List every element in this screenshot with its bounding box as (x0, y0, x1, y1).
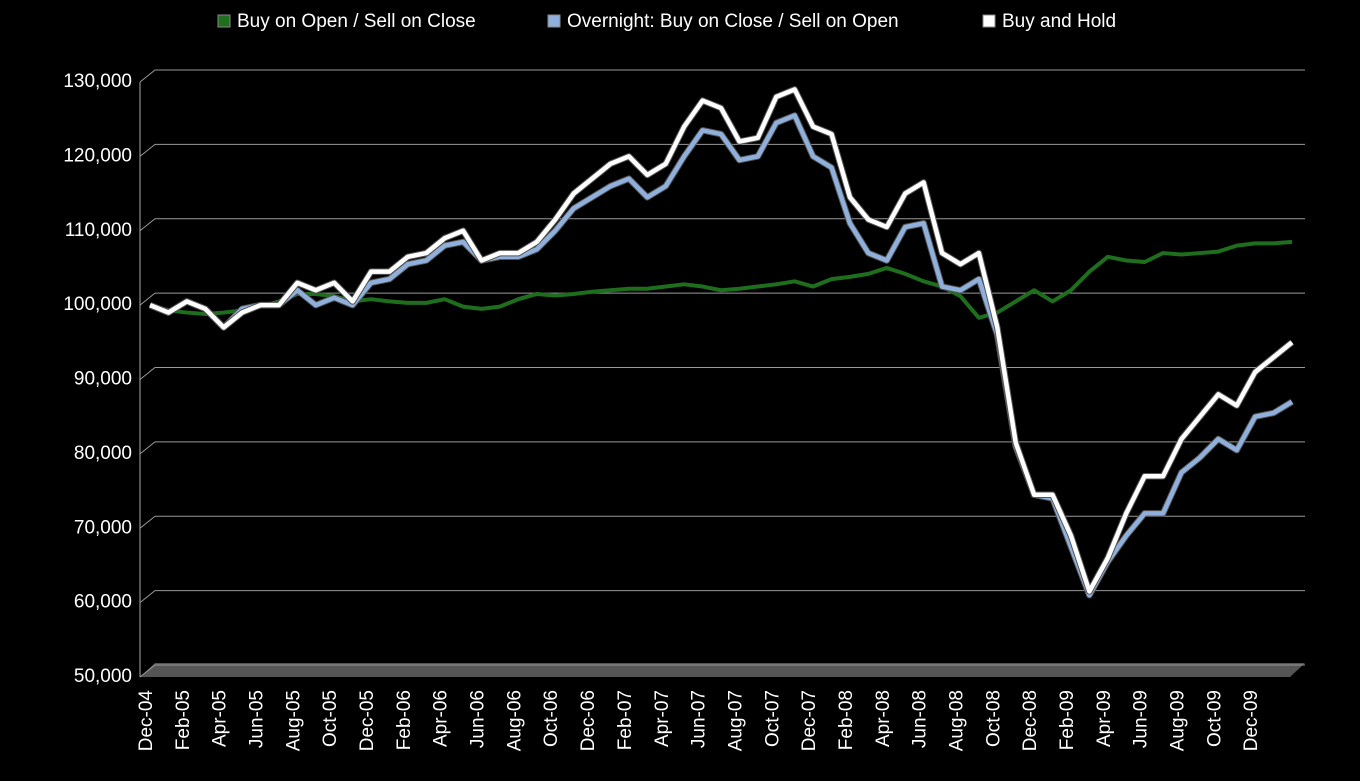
chart-floor (140, 663, 1305, 677)
y-tick-label: 70,000 (74, 517, 132, 538)
x-tick-label: Oct-07 (762, 690, 783, 747)
y-tick-label: 120,000 (63, 145, 132, 166)
legend-marker (547, 14, 561, 28)
x-tick-label: Apr-08 (873, 690, 894, 747)
x-tick-label: Dec-04 (136, 690, 157, 752)
grid-line (139, 664, 1305, 678)
x-tick-label: Aug-05 (283, 690, 304, 751)
x-tick-label: Apr-07 (652, 690, 673, 747)
y-tick-label: 60,000 (74, 592, 132, 613)
y-tick-label: 100,000 (63, 294, 132, 315)
grid-line (139, 441, 1305, 455)
x-tick-label: Feb-08 (836, 690, 857, 750)
legend-label: Buy and Hold (1002, 11, 1116, 32)
x-tick-label: Apr-05 (210, 690, 231, 747)
y-tick-label: 50,000 (74, 666, 132, 687)
grid-line (139, 218, 1305, 232)
x-tick-label: Dec-06 (578, 690, 599, 751)
x-tick-label: Oct-09 (1204, 690, 1225, 747)
grid-line (139, 515, 1305, 529)
x-tick-label: Apr-09 (1094, 690, 1115, 747)
series-line (149, 87, 1294, 594)
x-tick-label: Jun-06 (468, 690, 489, 748)
x-tick-label: Apr-06 (431, 690, 452, 747)
legend-marker (982, 14, 996, 28)
x-tick-label: Feb-06 (394, 690, 415, 750)
grid-line (139, 590, 1305, 604)
x-tick-label: Aug-07 (725, 690, 746, 751)
y-tick-label: 110,000 (65, 220, 132, 241)
y-tick-label: 90,000 (74, 369, 132, 390)
x-tick-label: Feb-07 (615, 690, 636, 750)
x-tick-label: Jun-07 (689, 690, 710, 748)
x-tick-label: Jun-05 (247, 690, 268, 748)
x-tick-label: Dec-09 (1241, 690, 1262, 751)
x-tick-label: Oct-08 (983, 690, 1004, 747)
grid-line (139, 143, 1305, 157)
grid-line (139, 69, 1305, 83)
y-tick-label: 80,000 (74, 443, 132, 464)
x-tick-label: Jun-09 (1131, 690, 1152, 748)
x-tick-label: Oct-06 (541, 690, 562, 747)
legend-label: Overnight: Buy on Close / Sell on Open (567, 11, 899, 32)
legend-marker (217, 14, 231, 28)
grid-line (139, 292, 1305, 306)
x-tick-label: Dec-08 (1020, 690, 1041, 751)
x-tick-label: Jun-08 (910, 690, 931, 748)
legend-label: Buy on Open / Sell on Close (237, 11, 476, 32)
x-tick-label: Oct-05 (320, 690, 341, 747)
x-tick-label: Dec-05 (357, 690, 378, 751)
grid-line (139, 367, 1305, 380)
x-tick-label: Feb-05 (173, 690, 194, 750)
x-tick-label: Aug-08 (946, 690, 967, 751)
x-tick-label: Aug-06 (504, 690, 525, 751)
x-tick-label: Dec-07 (799, 690, 820, 751)
x-tick-label: Feb-09 (1057, 690, 1078, 750)
y-tick-label: 130,000 (63, 71, 132, 92)
x-tick-label: Aug-09 (1167, 690, 1188, 751)
